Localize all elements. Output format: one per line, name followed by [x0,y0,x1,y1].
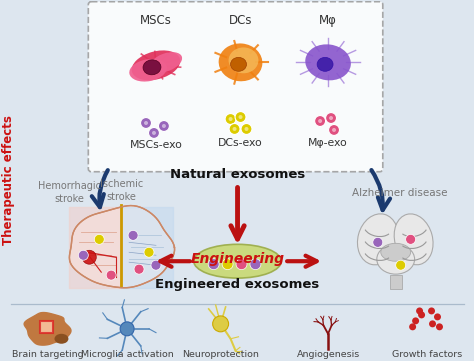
Circle shape [241,123,252,134]
Circle shape [141,118,152,129]
Ellipse shape [55,334,68,344]
Ellipse shape [194,244,281,278]
Text: Therapeutic effects: Therapeutic effects [2,115,15,245]
Circle shape [158,121,169,131]
Circle shape [318,119,322,123]
Text: Neuroprotection: Neuroprotection [182,350,259,359]
Ellipse shape [228,47,258,73]
Circle shape [144,247,154,257]
Circle shape [94,234,104,244]
Text: MSCs: MSCs [140,14,172,27]
Bar [390,275,401,289]
Ellipse shape [394,214,433,265]
Circle shape [245,127,248,131]
Bar [39,321,54,333]
Text: DCs-exo: DCs-exo [218,138,263,148]
Text: DCs: DCs [229,14,252,27]
Circle shape [208,259,219,270]
Ellipse shape [219,43,263,81]
Circle shape [332,128,336,132]
Circle shape [144,121,148,125]
Circle shape [250,259,261,270]
Text: Growth factors: Growth factors [392,350,463,359]
Polygon shape [69,205,174,288]
Text: Engineered exosomes: Engineered exosomes [155,278,319,291]
Circle shape [152,131,156,135]
Circle shape [428,308,435,314]
Circle shape [328,125,339,135]
Text: MSCs-exo: MSCs-exo [129,140,182,150]
Circle shape [409,323,416,330]
Circle shape [406,234,416,244]
Circle shape [238,115,243,119]
Circle shape [228,117,233,121]
Circle shape [396,260,406,270]
Circle shape [162,124,166,128]
Text: Mφ: Mφ [319,14,337,27]
Ellipse shape [377,244,415,274]
Ellipse shape [230,57,246,71]
Ellipse shape [381,243,410,261]
Text: Alzheimer disease: Alzheimer disease [352,188,447,197]
Ellipse shape [150,52,182,73]
Circle shape [236,259,247,270]
Circle shape [434,313,441,320]
Ellipse shape [129,59,167,82]
Circle shape [225,114,236,125]
Circle shape [235,112,246,122]
Polygon shape [24,313,71,345]
Ellipse shape [305,44,351,81]
Text: Ischemic
stroke: Ischemic stroke [100,179,143,202]
Circle shape [315,116,326,126]
Circle shape [148,127,159,138]
Circle shape [416,308,423,314]
Circle shape [329,116,333,120]
Circle shape [412,317,419,324]
Circle shape [418,312,425,318]
Circle shape [151,260,161,270]
Circle shape [229,123,240,134]
Text: Angiogenesis: Angiogenesis [296,350,360,359]
Circle shape [436,323,443,330]
Circle shape [373,237,383,247]
Text: Engineering: Engineering [191,252,284,266]
Text: Natural exosomes: Natural exosomes [170,168,305,181]
Circle shape [213,316,228,332]
Text: Brain targeting: Brain targeting [12,350,83,359]
Circle shape [222,259,233,270]
Text: Hemorrhagic
stroke: Hemorrhagic stroke [38,182,101,204]
Circle shape [78,250,88,260]
Ellipse shape [82,250,96,264]
Circle shape [326,113,337,123]
Circle shape [106,270,116,280]
Text: Mφ-exo: Mφ-exo [308,138,348,148]
Circle shape [233,127,237,131]
Ellipse shape [143,60,161,75]
Ellipse shape [132,51,180,80]
FancyBboxPatch shape [88,2,383,172]
Circle shape [128,230,138,240]
Ellipse shape [357,214,398,265]
Ellipse shape [317,57,333,71]
Text: Microglia activation: Microglia activation [81,350,173,359]
Circle shape [429,320,436,327]
Circle shape [134,264,144,274]
Circle shape [120,322,134,336]
